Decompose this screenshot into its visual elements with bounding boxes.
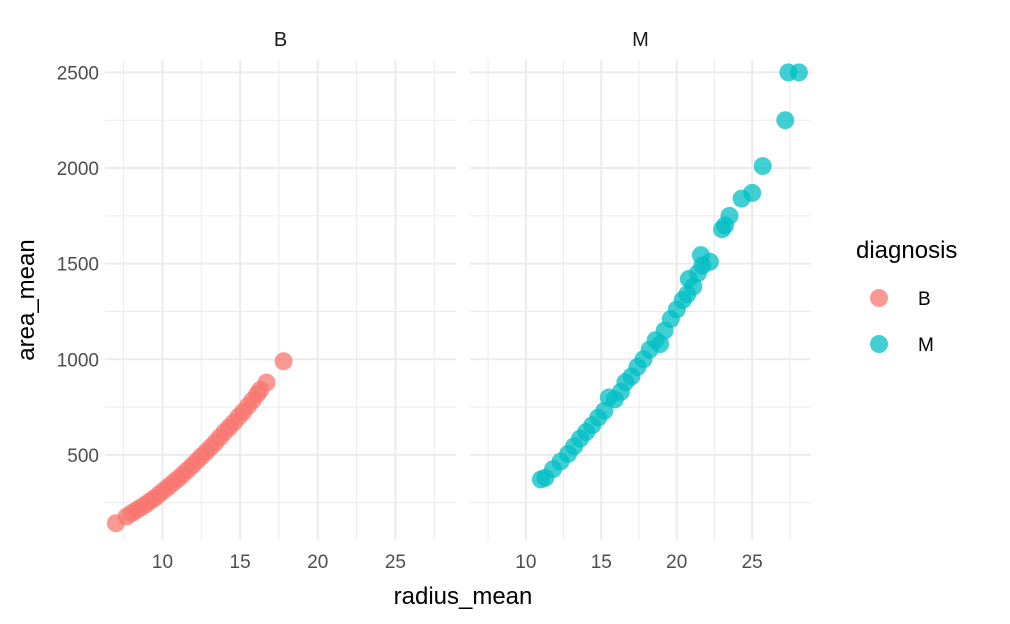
x-axis-title: radius_mean: [394, 583, 533, 610]
data-point: [776, 111, 795, 130]
legend-key: [870, 289, 888, 307]
data-point: [700, 252, 719, 271]
x-tick-label: 10: [152, 552, 173, 573]
data-point: [720, 206, 739, 225]
y-tick-label: 2000: [57, 159, 99, 180]
y-tick-label: 2500: [57, 63, 99, 84]
x-tick-label: 20: [307, 552, 328, 573]
x-tick-label: 20: [666, 552, 687, 573]
x-tick-label: 25: [742, 552, 763, 573]
facet-panel-B: B 10 15 20 25 500 1000 1500 2000 2500: [57, 29, 456, 573]
data-point: [274, 352, 293, 371]
x-tick-label: 15: [230, 552, 251, 573]
legend-title: diagnosis: [856, 237, 957, 264]
facet-strip-label: M: [632, 29, 649, 51]
facet-panel-M: M 10 15 20 25: [470, 29, 811, 573]
y-tick-label: 500: [67, 446, 99, 467]
x-tick-label: 15: [591, 552, 612, 573]
x-tick-label: 10: [515, 552, 536, 573]
legend-label: B: [918, 289, 931, 310]
data-point: [789, 63, 808, 82]
y-tick-label: 1500: [57, 255, 99, 276]
legend-key: [870, 335, 888, 353]
data-point: [753, 157, 772, 176]
legend: diagnosis BM: [856, 237, 957, 356]
data-point: [743, 183, 762, 202]
legend-label: M: [918, 335, 934, 356]
x-tick-label: 25: [385, 552, 406, 573]
facet-strip-label: B: [274, 29, 287, 51]
legend-entries: BM: [870, 289, 934, 356]
y-tick-label: 1000: [57, 350, 99, 371]
data-point: [257, 373, 276, 392]
y-axis-title: area_mean: [13, 239, 40, 360]
facet-panels: B 10 15 20 25 500 1000 1500 2000 2500 M 10 15 20 25: [57, 29, 811, 573]
